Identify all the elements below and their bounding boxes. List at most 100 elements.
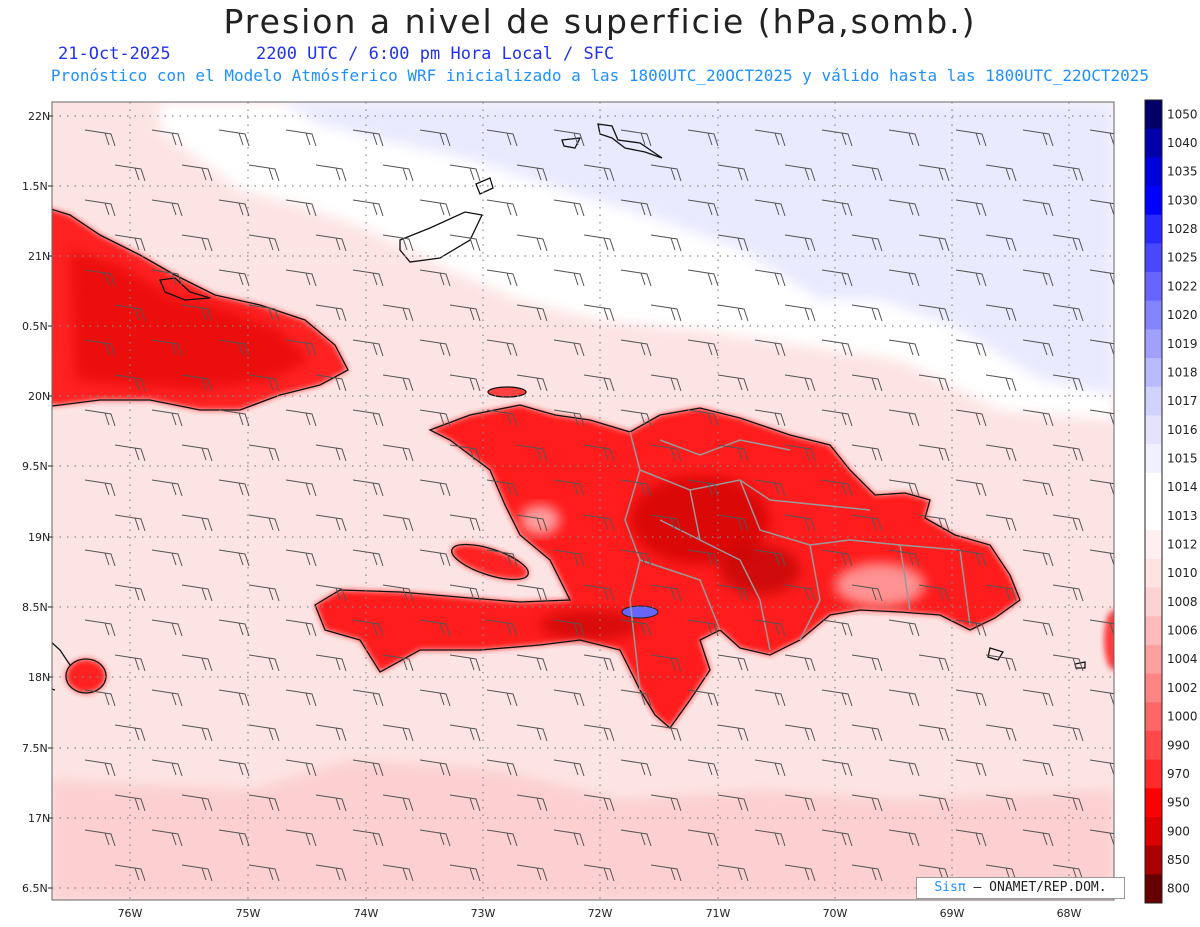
colorbar-label: 1018 [1167,365,1198,379]
wind-barb [821,199,853,217]
wind-barb [352,759,384,777]
wind-barb [620,759,652,777]
wind-barb [985,234,1017,252]
wind-barb [382,164,414,182]
wind-barb [650,234,682,252]
lowland-patch-west [520,505,560,535]
lat-label: 17N [28,812,50,825]
colorbar-label: 1020 [1167,308,1198,322]
wind-barb [1089,199,1114,216]
wind-barb [821,129,853,147]
wind-barb [218,759,250,777]
colorbar-swatch [1145,530,1162,560]
colorbar-swatch [1145,874,1162,904]
colorbar-swatch [1145,730,1162,761]
wind-barb [1022,339,1054,357]
wind-barb [181,304,213,322]
wind-barb [352,409,384,427]
wind-barb [620,199,652,217]
wind-barb [650,164,682,182]
colorbar-swatch [1145,157,1162,187]
colorbar-label: 1040 [1167,136,1198,150]
lat-label: 6.5N [22,882,48,895]
wind-barb [486,689,518,707]
wind-barb [419,339,451,357]
wind-barb [784,444,816,462]
wind-barb [687,759,719,777]
wind-barb [151,199,183,217]
wind-barb [650,304,682,322]
wind-barb [449,304,481,322]
wind-barb [650,724,682,742]
wind-barb [650,374,682,392]
wind-barb [419,409,451,427]
lon-label: 69W [940,907,965,920]
wind-barb [285,409,317,427]
wind-barb [516,374,548,392]
colorbar-label: 950 [1167,796,1190,810]
latitude-labels: 22N 1.5N 21N 0.5N 20N 9.5N 19N 8.5N 18N … [22,110,50,895]
colorbar-swatch [1145,444,1162,474]
wind-barb [516,164,548,182]
wind-barb [754,829,786,847]
wind-barb [315,444,347,462]
wind-barb [821,479,853,497]
wind-barb [84,199,116,217]
wind-barb [1052,234,1084,252]
wind-barb [553,129,585,147]
wind-barb [315,794,347,812]
wind-barb [985,374,1017,392]
wind-barb [821,619,853,637]
wind-barb [888,269,920,287]
wind-barb [687,339,719,357]
wind-barb [754,339,786,357]
wind-barb [1052,164,1084,182]
wind-barb [851,584,883,602]
colorbar-swatch [1145,358,1162,388]
wind-barb [449,794,481,812]
map-title: Presion a nivel de superficie (hPa,somb.… [223,2,977,41]
colorbar-label: 1006 [1167,624,1198,638]
colorbar-frame [1144,99,1163,904]
wind-barb [620,129,652,147]
wind-barb [888,409,920,427]
wind-barb [449,864,481,882]
wind-barb [1052,724,1084,742]
wind-barb [1052,304,1084,322]
wind-barb [650,444,682,462]
wind-barb [114,514,146,532]
wind-barb [717,724,749,742]
wind-barb [1052,654,1084,672]
colorbar-label: 1016 [1167,423,1198,437]
wind-barb [516,794,548,812]
wind-barb [248,794,280,812]
lat-label: 18N [28,671,50,684]
colorbar-label: 1002 [1167,681,1198,695]
wind-barb [181,724,213,742]
wind-barb [151,689,183,707]
wind-barb [1022,269,1054,287]
wind-barb [717,304,749,322]
wind-barb [218,129,250,147]
wind-barb [486,199,518,217]
wind-barb [717,164,749,182]
wind-barb [784,794,816,812]
wind-barb [1089,759,1114,776]
wind-barb [717,444,749,462]
wind-barb [985,724,1017,742]
wind-barb [449,444,481,462]
wind-barb [553,549,585,567]
wind-barb [218,199,250,217]
colorbar-label: 1013 [1167,509,1198,523]
wind-barb [687,689,719,707]
wind-barb [717,584,749,602]
wind-barb [717,514,749,532]
wind-barb [754,199,786,217]
wind-barb [449,234,481,252]
wind-barb [754,549,786,567]
wind-barb [717,864,749,882]
wind-barb [918,724,950,742]
wind-barb [687,409,719,427]
wind-barb [181,514,213,532]
